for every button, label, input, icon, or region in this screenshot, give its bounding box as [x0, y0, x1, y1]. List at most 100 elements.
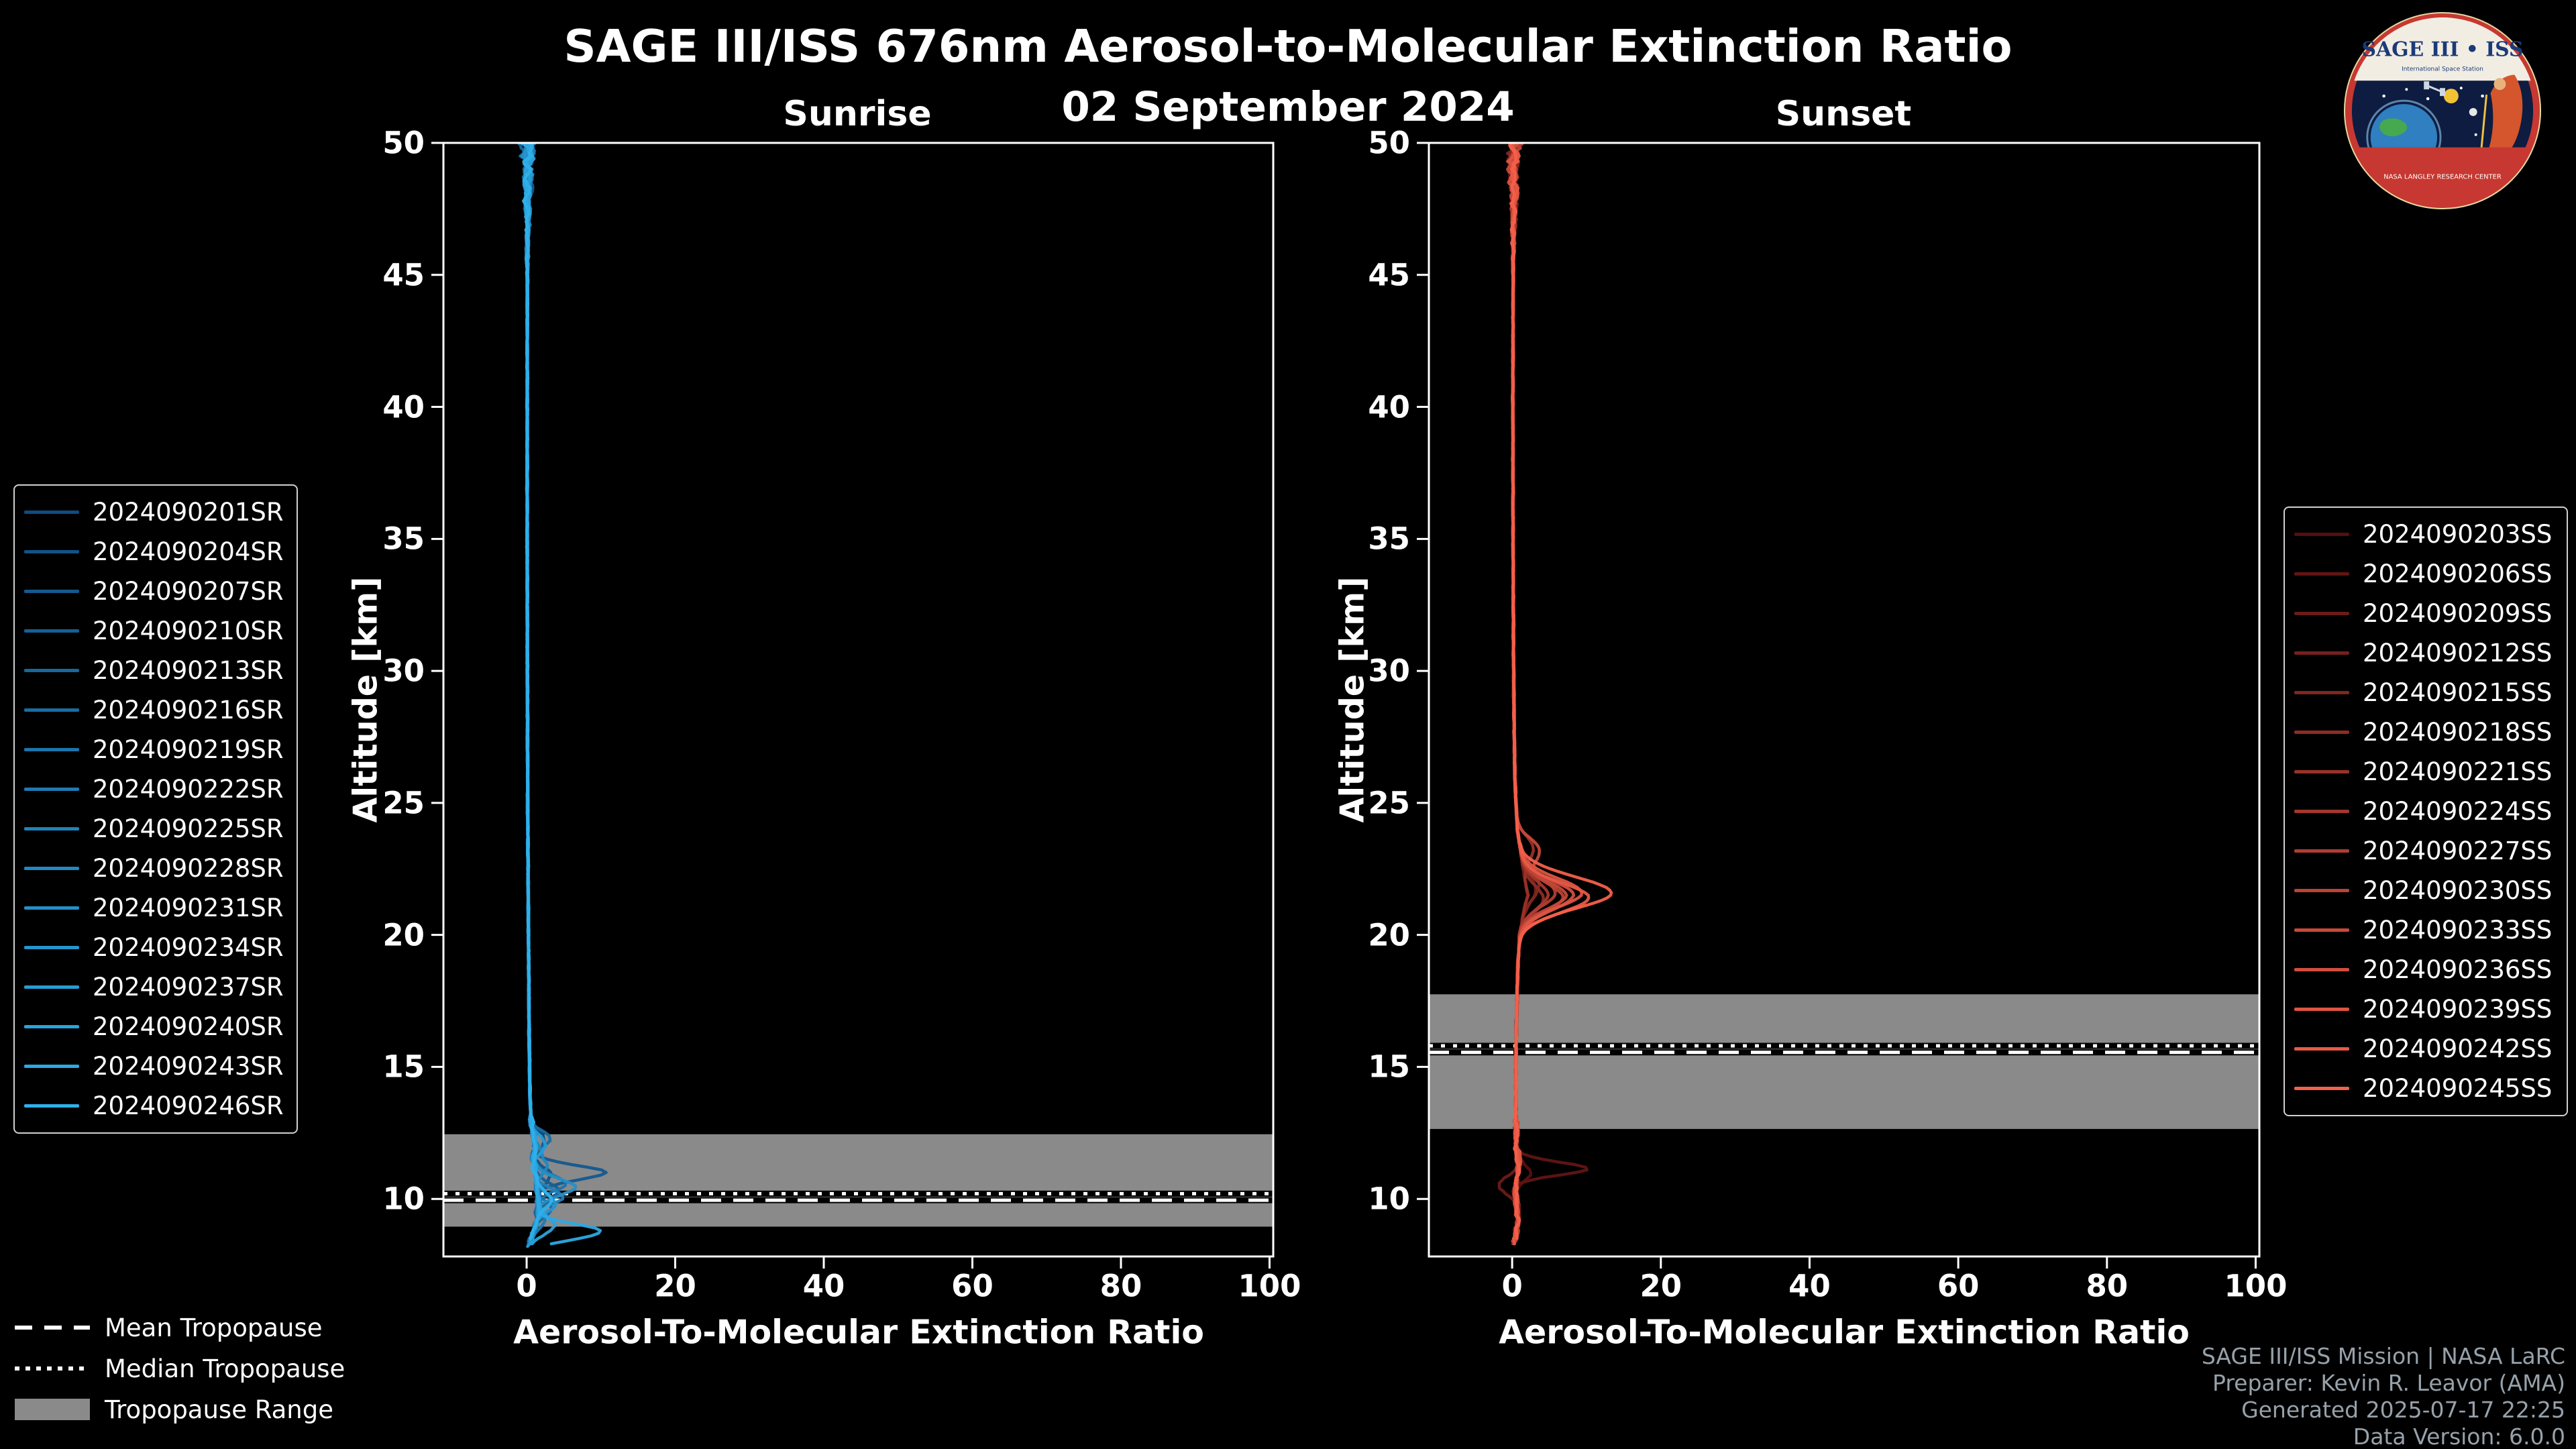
median-tropopause-sample: [15, 1366, 90, 1371]
legend-item: 2024090212SS: [2294, 633, 2557, 673]
x-axis-label-sunrise: Aerosol-To-Molecular Extinction Ratio: [513, 1313, 1204, 1352]
y-tick-label: 10: [1368, 1181, 1410, 1217]
tropopause-range-sample: [15, 1399, 90, 1420]
x-tick-label: 80: [1099, 1268, 1142, 1304]
logo-bottom-band: [2357, 147, 2528, 204]
profile-2024090216SR: [519, 143, 552, 1246]
legend-label: 2024090231SR: [93, 894, 284, 922]
y-tick-label: 25: [1368, 785, 1410, 821]
credits-preparer: Preparer: Kevin R. Leavor (AMA): [2212, 1370, 2565, 1396]
legend-label: 2024090228SR: [93, 854, 284, 883]
legend-line-swatch: [2294, 533, 2349, 536]
legend-item: 2024090209SS: [2294, 594, 2557, 633]
y-tick-label: 40: [382, 389, 425, 425]
legend-line-swatch: [24, 985, 79, 989]
legend-label: 2024090209SS: [2363, 599, 2553, 628]
sage-figure: [2479, 74, 2523, 170]
legend-label: 2024090237SR: [93, 973, 284, 1002]
legend-line-swatch: [2294, 849, 2349, 853]
legend-label: 2024090203SS: [2363, 520, 2553, 549]
y-tick-label: 10: [382, 1181, 425, 1217]
legend-line-swatch: [24, 669, 79, 672]
legend-line-swatch: [2294, 770, 2349, 773]
legend-line-swatch: [24, 748, 79, 751]
sage-figure-head: [2493, 78, 2506, 91]
profile-2024090207SR: [523, 143, 608, 1246]
legend-item: 2024090203SS: [2294, 515, 2557, 554]
mean-tropopause-label: Mean Tropopause: [105, 1313, 323, 1342]
legend-item: 2024090218SS: [2294, 712, 2557, 752]
legend-item: 2024090243SR: [24, 1046, 287, 1086]
legend-label: 2024090236SS: [2363, 955, 2553, 984]
legend-line-swatch: [2294, 572, 2349, 576]
legend-item-tropopause-range: Tropopause Range: [15, 1389, 333, 1430]
legend-line-swatch: [24, 1104, 79, 1108]
iss-icon: [2424, 81, 2445, 97]
legend-item-median-tropopause: Median Tropopause: [15, 1348, 345, 1389]
legend-label: 2024090224SS: [2363, 797, 2553, 826]
legend-item: 2024090222SR: [24, 769, 287, 809]
legend-label: 2024090221SS: [2363, 757, 2553, 786]
y-tick-label: 50: [382, 125, 425, 161]
legend-label: 2024090227SS: [2363, 837, 2553, 865]
plot-area-sunrise: [443, 143, 1273, 1248]
legend-label: 2024090213SR: [93, 656, 284, 685]
page-title: SAGE III/ISS 676nm Aerosol-to-Molecular …: [564, 20, 2012, 72]
legend-item: 2024090245SS: [2294, 1069, 2557, 1108]
x-tick-label: 40: [802, 1268, 845, 1304]
profile-2024090213SR: [517, 143, 553, 1243]
legend-line-swatch: [24, 867, 79, 870]
x-tick-label: 0: [516, 1268, 537, 1304]
legend-item: 2024090228SR: [24, 849, 287, 888]
legend-item: 2024090233SS: [2294, 910, 2557, 950]
legend-line-swatch: [2294, 691, 2349, 694]
legend-line-swatch: [2294, 928, 2349, 932]
x-tick-label: 20: [1640, 1268, 1682, 1304]
legend-item: 2024090216SR: [24, 690, 287, 730]
legend-sunrise: 2024090201SR 2024090204SR 2024090207SR 2024…: [13, 484, 298, 1134]
legend-sunset: 2024090203SS 2024090206SS 2024090209SS 2024…: [2284, 506, 2568, 1116]
y-tick-label: 20: [382, 917, 425, 953]
legend-label: 2024090245SS: [2363, 1074, 2553, 1103]
legend-item: 2024090224SS: [2294, 792, 2557, 831]
legend-label: 2024090239SS: [2363, 995, 2553, 1024]
y-tick-label: 30: [1368, 653, 1410, 689]
y-tick-label: 40: [1368, 389, 1410, 425]
y-tick-label: 15: [382, 1049, 425, 1085]
tropopause-range-band: [1429, 994, 2259, 1129]
legend-line-swatch: [2294, 1047, 2349, 1051]
legend-line-swatch: [24, 708, 79, 712]
legend-item: 2024090221SS: [2294, 752, 2557, 792]
legend-item: 2024090230SS: [2294, 871, 2557, 910]
legend-line-swatch: [2294, 889, 2349, 892]
x-tick-label: 60: [1937, 1268, 1980, 1304]
y-axis-label-sunset: Altitude [km]: [1333, 576, 1372, 823]
plot-area-sunset: [1429, 143, 2259, 1246]
legend-label: 2024090204SR: [93, 537, 284, 566]
legend-item: 2024090207SR: [24, 572, 287, 611]
legend-item: 2024090219SR: [24, 730, 287, 769]
axes-frame-sunrise: [442, 142, 1275, 1258]
legend-label: 2024090201SR: [93, 498, 284, 527]
legend-line-swatch: [2294, 810, 2349, 813]
profile-2024090245SS: [1508, 143, 1613, 1240]
legend-item: 2024090227SS: [2294, 831, 2557, 871]
legend-line-swatch: [24, 788, 79, 791]
legend-line-swatch: [24, 590, 79, 593]
y-tick-label: 25: [382, 785, 425, 821]
logo-red-ring: [2345, 13, 2540, 209]
x-tick-label: 40: [1788, 1268, 1831, 1304]
credits-generated: Generated 2025-07-17 22:25: [2241, 1397, 2565, 1423]
legend-label: 2024090234SR: [93, 933, 284, 962]
legend-line-swatch: [24, 1065, 79, 1068]
x-tick-label: 20: [654, 1268, 696, 1304]
legend-item: 2024090225SR: [24, 809, 287, 849]
legend-label: 2024090212SS: [2363, 639, 2553, 667]
y-tick-label: 35: [1368, 521, 1410, 557]
y-tick-label: 20: [1368, 917, 1410, 953]
logo-top-band: [2354, 17, 2531, 81]
legend-line-swatch: [24, 906, 79, 910]
median-tropopause-label: Median Tropopause: [105, 1354, 345, 1383]
legend-item: 2024090213SR: [24, 651, 287, 690]
